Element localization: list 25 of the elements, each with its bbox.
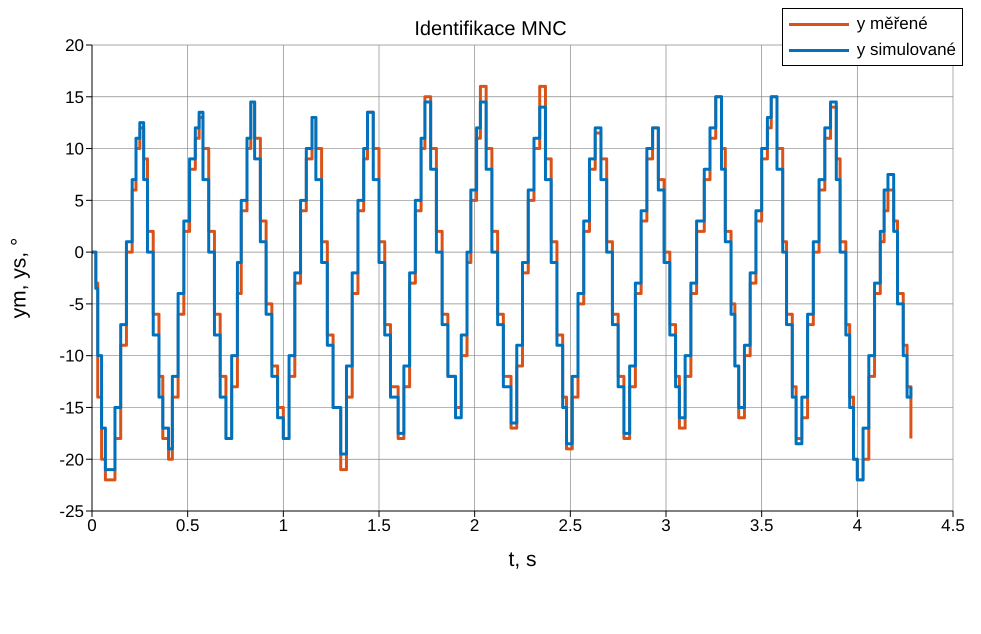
x-tick-label: 0 [87, 516, 97, 536]
x-tick-label: 4 [852, 516, 862, 536]
x-tick-label: 4.5 [941, 516, 965, 536]
y-tick-label: -5 [68, 294, 84, 314]
y-tick-label: 5 [74, 191, 84, 210]
legend-label: y simulované [856, 40, 956, 60]
y-axis-title: ym, ys, ° [7, 238, 30, 318]
y-tick-label: -20 [59, 450, 84, 470]
y-tick-label: 15 [65, 88, 84, 107]
y-tick-label: -15 [59, 398, 84, 418]
x-tick-label: 2.5 [558, 516, 582, 536]
x-axis-title: t, s [508, 548, 537, 571]
x-tick-label: 2 [470, 516, 480, 536]
y-tick-label: -10 [59, 346, 84, 366]
x-tick-label: 1 [278, 516, 288, 536]
y-tick-label: -25 [59, 502, 84, 522]
x-tick-label: 3.5 [750, 516, 774, 536]
x-tick-label: 0.5 [176, 516, 200, 536]
x-tick-label: 1.5 [367, 516, 391, 536]
y-tick-label: 20 [65, 36, 84, 56]
x-tick-label: 3 [661, 516, 671, 536]
y-tick-label: 0 [74, 243, 84, 262]
legend-label: y měřené [856, 14, 928, 34]
y-tick-label: 10 [65, 140, 84, 159]
chart-title: Identifikace MNC [414, 18, 567, 40]
